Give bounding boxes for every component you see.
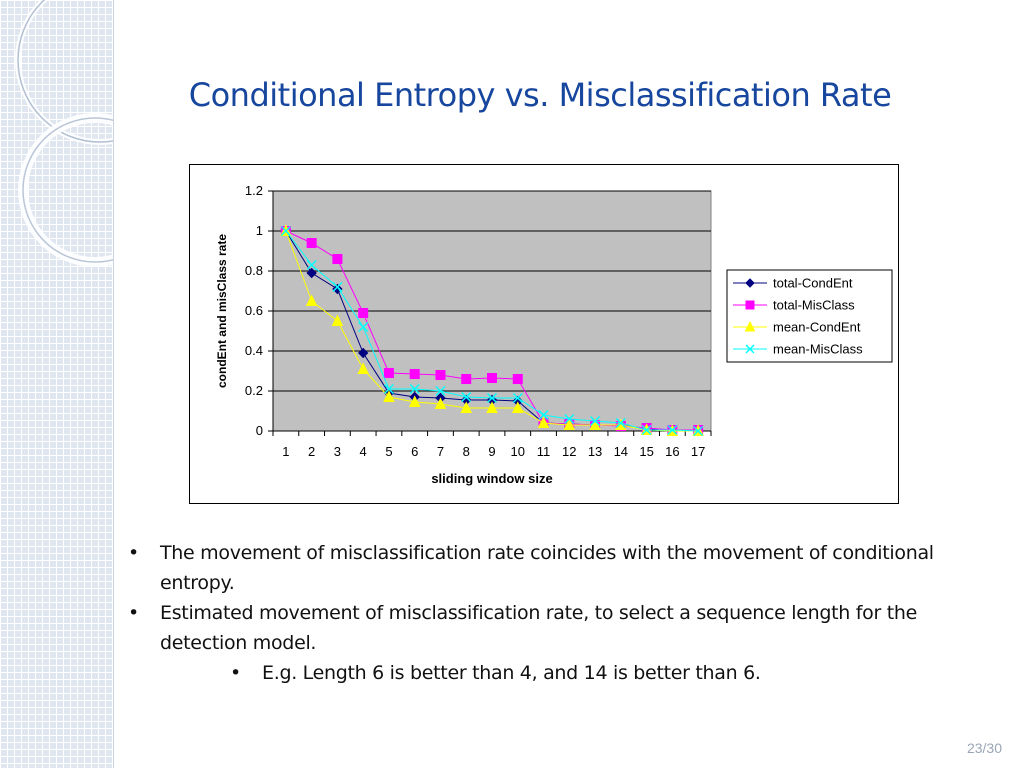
- decorative-rings: [15, 0, 113, 267]
- legend-label: total-MisClass: [773, 298, 855, 313]
- data-point: [331, 314, 344, 326]
- x-tick-label: 16: [665, 444, 679, 459]
- x-tick-label: 2: [308, 444, 315, 459]
- data-point: [487, 373, 497, 383]
- y-tick-label: 0.4: [245, 343, 263, 358]
- y-tick-label: 1: [256, 223, 263, 238]
- x-axis-title: sliding window size: [431, 471, 552, 486]
- data-point: [512, 392, 523, 404]
- x-tick-label: 3: [334, 444, 341, 459]
- bullet-text: Estimated movement of misclassification …: [160, 602, 918, 654]
- x-tick-label: 17: [691, 444, 705, 459]
- x-tick-label: 10: [511, 444, 525, 459]
- data-point: [434, 397, 447, 409]
- chart-frame: 0 0.2 0.4 0.6 0.8 1 1.2 1 2 3 4 5 6 7 8 9 10 11 12 13 14 15 16…: [189, 164, 899, 504]
- data-point: [409, 383, 420, 395]
- data-point: [306, 259, 317, 271]
- slide-title: Conditional Entropy vs. Misclassificatio…: [188, 76, 892, 114]
- bullet-text: The movement of misclassification rate c…: [160, 542, 934, 594]
- data-point: [306, 238, 317, 248]
- x-tick-label: 8: [463, 444, 470, 459]
- data-point: [358, 308, 369, 318]
- data-point: [512, 374, 523, 384]
- data-point: [615, 417, 626, 429]
- legend-label: mean-CondEnt: [773, 320, 861, 335]
- y-tick-label: 0: [256, 423, 263, 438]
- y-tick-label: 0.2: [245, 383, 263, 398]
- data-point: [408, 395, 421, 407]
- line-chart: 00.20.40.60.811.21 2 3 4 5 6 7 8 9 10 11 12 13 14 15 16…: [215, 183, 893, 486]
- data-point: [563, 418, 576, 430]
- x-tick-label: 9: [488, 444, 495, 459]
- data-point: [332, 281, 343, 293]
- y-tick-label: 0.6: [245, 303, 263, 318]
- legend-label: total-CondEnt: [773, 276, 853, 291]
- legend-swatch-marker: [745, 300, 755, 310]
- bullet-marker: •: [128, 542, 139, 564]
- data-point: [564, 413, 575, 425]
- data-point: [667, 424, 678, 436]
- x-tick-label: 11: [537, 444, 551, 459]
- sub-bullet-item: • E.g. Length 6 is better than 4, and 14…: [126, 658, 946, 688]
- data-point: [280, 225, 291, 237]
- legend-swatch-marker: [745, 278, 755, 288]
- data-point: [435, 370, 446, 380]
- bullet-text: E.g. Length 6 is better than 4, and 14 i…: [262, 662, 761, 684]
- x-tick-label: 5: [385, 444, 392, 459]
- bullet-list: • The movement of misclassification rate…: [126, 538, 946, 688]
- decorative-sidebar: [0, 0, 114, 768]
- x-tick-label: 12: [562, 444, 576, 459]
- legend-label: mean-MisClass: [773, 342, 863, 357]
- x-tick-label: 13: [588, 444, 602, 459]
- x-tick-label: 14: [614, 444, 628, 459]
- data-point: [641, 424, 652, 436]
- data-point: [409, 369, 420, 379]
- data-point: [537, 416, 550, 428]
- bullet-item: • The movement of misclassification rate…: [126, 538, 946, 598]
- bullet-marker: •: [230, 662, 241, 684]
- y-axis-title: condEnt and misClass rate: [215, 234, 229, 388]
- page-number: 23/30: [966, 740, 1002, 756]
- data-point: [357, 347, 369, 359]
- data-point: [383, 390, 395, 402]
- legend-swatch-marker: [745, 344, 755, 354]
- data-point: [435, 385, 446, 397]
- data-point: [511, 401, 524, 413]
- data-point: [305, 294, 318, 306]
- data-point: [383, 383, 394, 395]
- bullet-marker: •: [128, 602, 139, 624]
- legend-swatch-marker: [744, 320, 756, 332]
- x-tick-label: 4: [360, 444, 367, 459]
- data-point: [383, 368, 394, 378]
- data-point: [358, 321, 369, 333]
- x-tick-label: 1: [282, 444, 289, 459]
- data-point: [460, 401, 473, 413]
- y-tick-label: 0.8: [245, 263, 263, 278]
- legend: [726, 269, 893, 363]
- data-point: [590, 415, 601, 427]
- bullet-item: • Estimated movement of misclassificatio…: [126, 598, 946, 658]
- x-tick-label: 15: [639, 444, 653, 459]
- data-point: [332, 254, 343, 264]
- data-point: [461, 374, 472, 384]
- data-point: [538, 409, 549, 421]
- data-point: [306, 267, 317, 279]
- x-tick-label: 6: [411, 444, 418, 459]
- x-tick-label: 7: [437, 444, 444, 459]
- data-point: [486, 401, 498, 413]
- data-point: [693, 425, 704, 437]
- data-point: [461, 391, 472, 403]
- y-tick-label: 1.2: [245, 183, 263, 198]
- data-point: [357, 362, 369, 374]
- data-point: [486, 392, 498, 404]
